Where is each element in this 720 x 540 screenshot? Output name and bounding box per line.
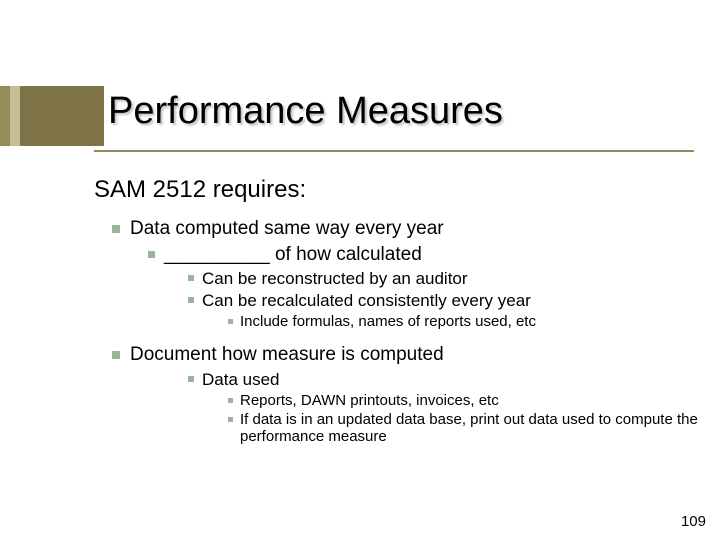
bullet-level-2: __________ of how calculated — [148, 244, 704, 266]
bullet-level-1: Data computed same way every year — [112, 218, 704, 240]
bullet-level-4: Reports, DAWN printouts, invoices, etc — [228, 392, 704, 409]
bullet-level-3: Can be reconstructed by an auditor — [188, 269, 704, 289]
bullet-icon — [112, 225, 120, 233]
bullet-text: Can be reconstructed by an auditor — [202, 269, 468, 289]
bullet-text: Reports, DAWN printouts, invoices, etc — [240, 392, 499, 409]
bullet-icon — [188, 275, 194, 281]
bullet-level-3: Data used — [188, 370, 704, 390]
page-number: 109 — [681, 513, 706, 530]
bar-segment — [0, 86, 10, 146]
bullet-text: If data is in an updated data base, prin… — [240, 411, 704, 445]
bullet-icon — [112, 351, 120, 359]
slide-title: Performance Measures — [108, 90, 503, 133]
bullet-icon — [228, 319, 233, 324]
title-accent-bar — [0, 86, 104, 146]
bullet-icon — [228, 417, 233, 422]
bullet-level-4: If data is in an updated data base, prin… — [228, 411, 704, 445]
title-underline — [94, 150, 694, 152]
bullet-text: Document how measure is computed — [130, 344, 444, 366]
bullet-text: Data computed same way every year — [130, 218, 444, 240]
bar-segment — [10, 86, 20, 146]
bullet-text: Can be recalculated consistently every y… — [202, 291, 531, 311]
bar-segment — [20, 86, 104, 146]
bullet-text: __________ of how calculated — [164, 244, 422, 266]
subtitle: SAM 2512 requires: — [94, 176, 704, 204]
bullet-icon — [148, 251, 155, 258]
bullet-text: Include formulas, names of reports used,… — [240, 313, 536, 330]
bullet-text: Data used — [202, 370, 280, 390]
bullet-level-3: Can be recalculated consistently every y… — [188, 291, 704, 311]
bullet-level-1: Document how measure is computed — [112, 344, 704, 366]
slide-content: SAM 2512 requires: Data computed same wa… — [94, 176, 704, 447]
bullet-icon — [228, 398, 233, 403]
bullet-icon — [188, 376, 194, 382]
bullet-icon — [188, 297, 194, 303]
bullet-level-4: Include formulas, names of reports used,… — [228, 313, 704, 330]
